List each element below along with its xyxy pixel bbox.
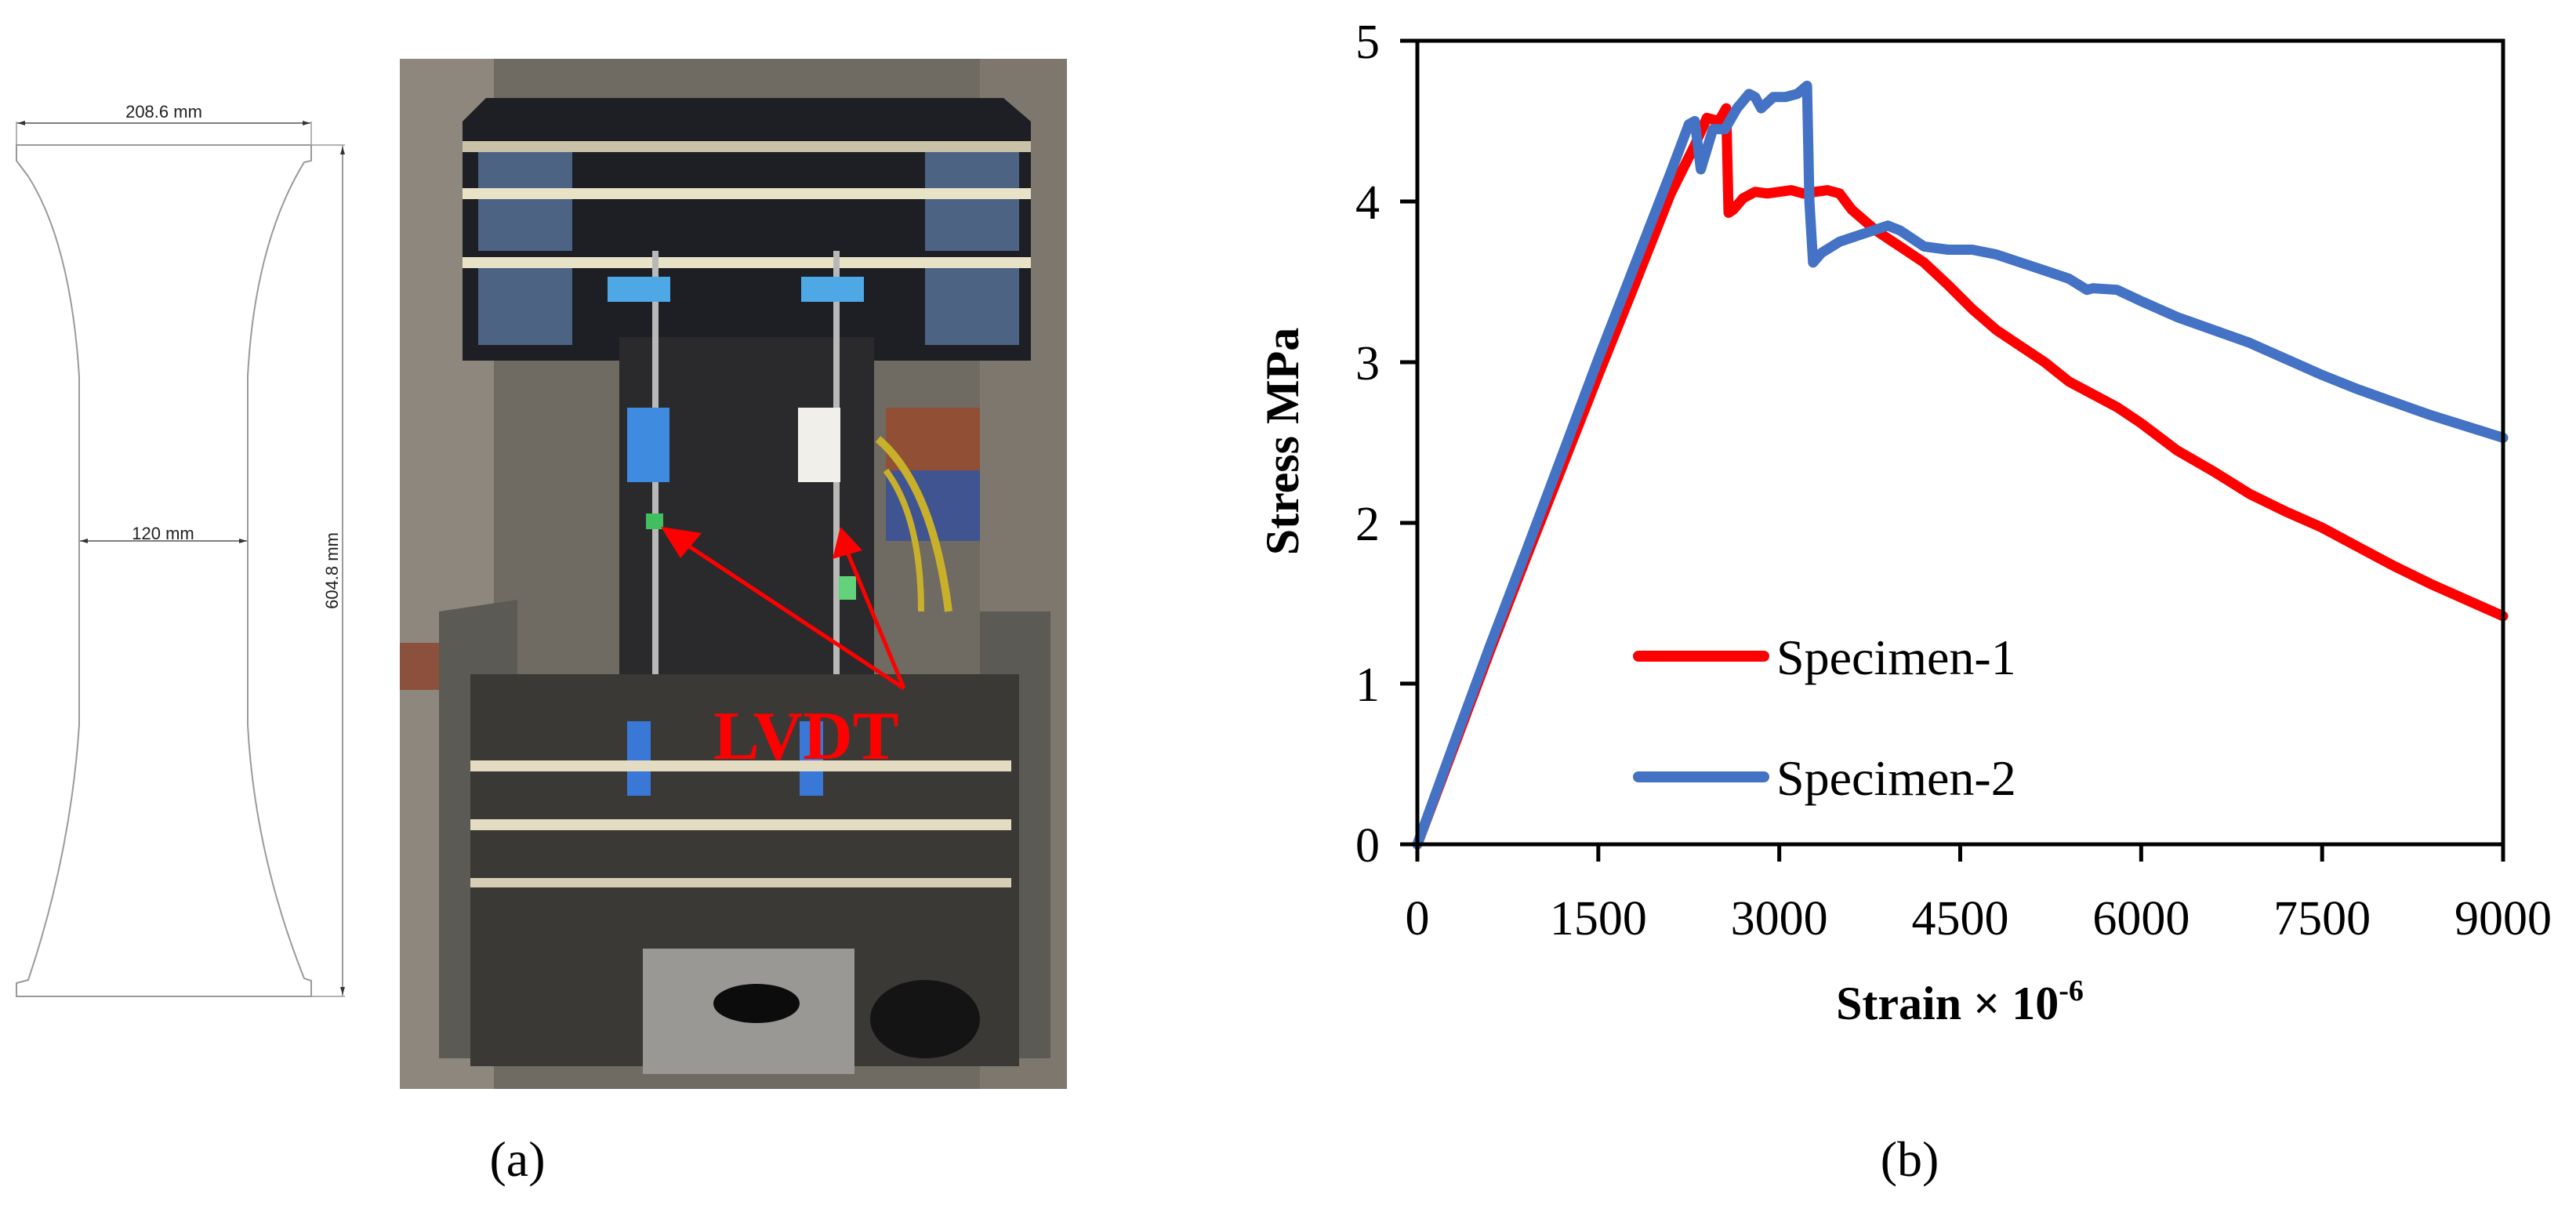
x-tick-label: 7500 — [2273, 892, 2371, 945]
x-tick-label: 9000 — [2454, 892, 2552, 945]
x-axis-title-main: Strain × 10 — [1836, 978, 2059, 1029]
specimen-drawing: 208.6 mm 120 mm 604.8 mm — [16, 102, 345, 997]
series-line-specimen-2 — [1412, 80, 2509, 850]
y-tick-label: 1 — [1355, 659, 1380, 712]
y-tick-label: 5 — [1355, 16, 1380, 69]
lvdt-annotation: LVDT — [713, 699, 898, 775]
series-line-specimen-1 — [1412, 103, 2509, 850]
panel-label-a: (a) — [489, 1131, 545, 1187]
y-tick-label: 0 — [1355, 819, 1380, 873]
series-layer — [1412, 80, 2509, 850]
y-axis-title: Stress MPa — [1257, 328, 1308, 556]
legend-label-specimen-1: Specimen-1 — [1776, 630, 2016, 685]
x-axis-title: Strain × 10-6 — [1836, 974, 2084, 1029]
mid-width-label: 120 mm — [132, 524, 194, 543]
x-tick-label: 1500 — [1550, 892, 1647, 945]
y-tick-label: 2 — [1355, 498, 1380, 551]
top-width-label: 208.6 mm — [125, 102, 202, 122]
x-tick-label: 4500 — [1912, 892, 2009, 945]
x-axis-title-exponent: -6 — [2059, 974, 2084, 1007]
y-tick-label: 4 — [1355, 176, 1380, 230]
x-axis: 0 1500 3000 4500 6000 7500 9000 — [1406, 844, 2552, 945]
legend: Specimen-1 Specimen-2 — [1633, 630, 2016, 806]
x-tick-label: 0 — [1406, 892, 1430, 945]
x-tick-label: 3000 — [1731, 892, 1828, 945]
x-tick-label: 6000 — [2092, 892, 2190, 945]
y-axis: 0 1 2 3 4 5 — [1355, 16, 1417, 873]
height-label: 604.8 mm — [322, 532, 342, 609]
test-rig-photo: LVDT — [400, 59, 1067, 1089]
specimen-outline — [16, 144, 312, 997]
y-tick-label: 3 — [1355, 337, 1380, 390]
stress-strain-chart: 0 1 2 3 4 5 0 1500 3000 4500 6000 7500 9000 Stress … — [1257, 16, 2552, 1029]
panel-label-b: (b) — [1881, 1131, 1939, 1187]
plot-frame — [1415, 38, 2505, 847]
legend-label-specimen-2: Specimen-2 — [1776, 750, 2016, 806]
